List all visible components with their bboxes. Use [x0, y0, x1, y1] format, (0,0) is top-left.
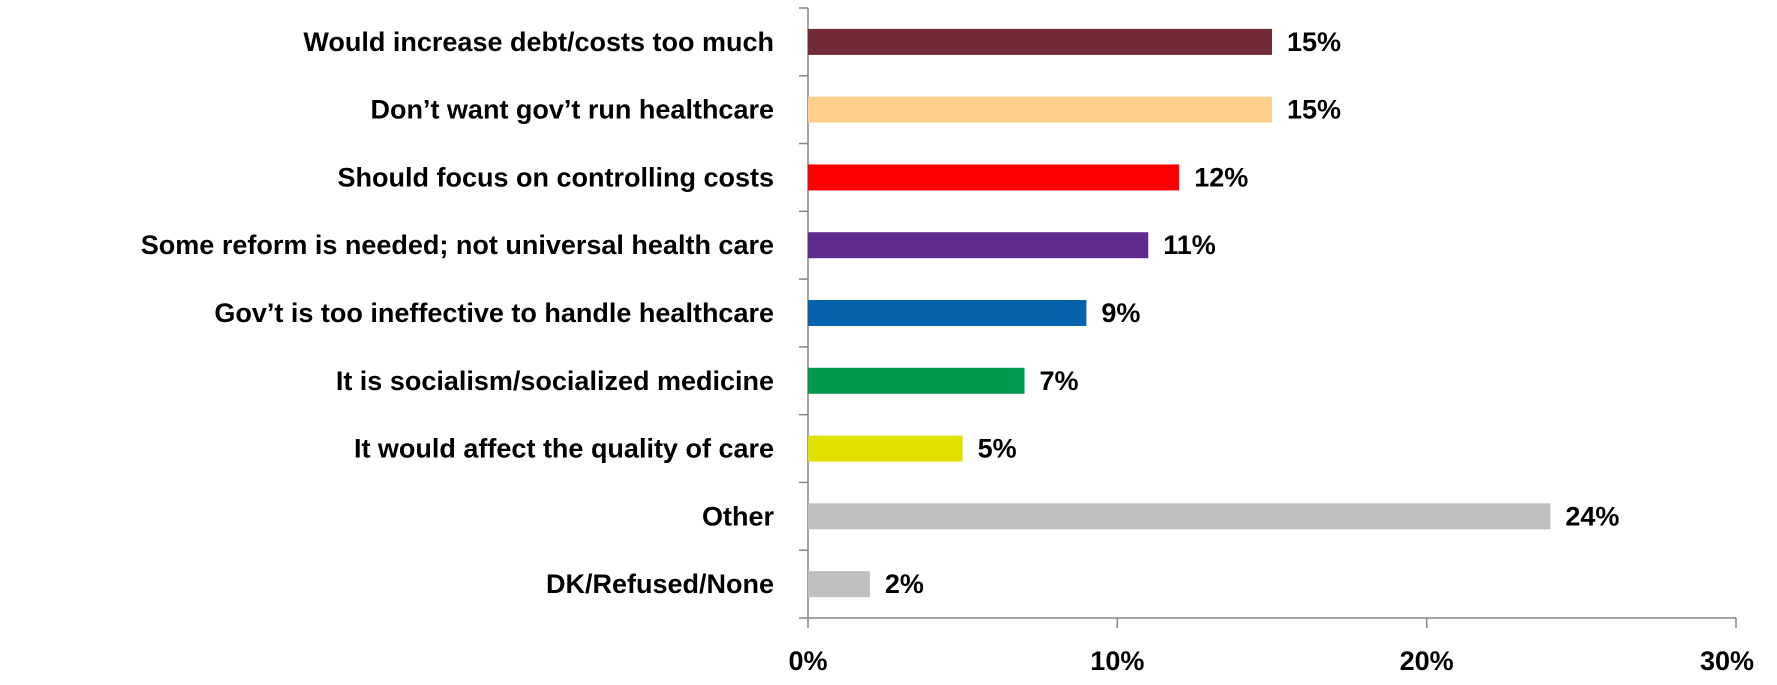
x-tick-label: 20% [1400, 646, 1454, 676]
chart-bars [808, 28, 1551, 598]
bar [808, 164, 1180, 191]
x-tick-label: 10% [1090, 646, 1144, 676]
bar [808, 28, 1272, 55]
category-label: It would affect the quality of care [354, 434, 774, 464]
value-label: 5% [978, 434, 1017, 464]
bar [808, 435, 963, 462]
bar [808, 367, 1025, 394]
value-label: 24% [1565, 501, 1619, 531]
chart-x-ticks: 0% 10% 20% 30% [788, 618, 1754, 676]
category-label: Don’t want gov’t run healthcare [370, 95, 774, 125]
category-label: Other [702, 501, 775, 531]
bar [808, 503, 1551, 530]
value-label: 2% [885, 569, 924, 599]
category-label: Some reform is needed; not universal hea… [141, 230, 774, 260]
category-label: Gov’t is too ineffective to handle healt… [214, 298, 774, 328]
value-label: 12% [1194, 162, 1248, 192]
value-label: 15% [1287, 95, 1341, 125]
category-label: Should focus on controlling costs [338, 162, 775, 192]
value-label: 7% [1040, 366, 1079, 396]
category-label: It is socialism/socialized medicine [336, 366, 774, 396]
bar [808, 571, 870, 598]
bar [808, 96, 1272, 123]
value-label: 15% [1287, 27, 1341, 57]
chart-value-labels: 15% 15% 12% 11% 9% 7% 5% 24% 2% [885, 27, 1620, 599]
chart-category-labels: Would increase debt/costs too much Don’t … [141, 27, 775, 599]
bar [808, 300, 1087, 326]
category-label: Would increase debt/costs too much [303, 27, 774, 57]
x-tick-label: 30% [1700, 646, 1754, 676]
category-label: DK/Refused/None [546, 569, 774, 599]
bar [808, 232, 1149, 259]
value-label: 9% [1101, 298, 1140, 328]
value-label: 11% [1163, 230, 1216, 260]
x-tick-label: 0% [788, 646, 827, 676]
